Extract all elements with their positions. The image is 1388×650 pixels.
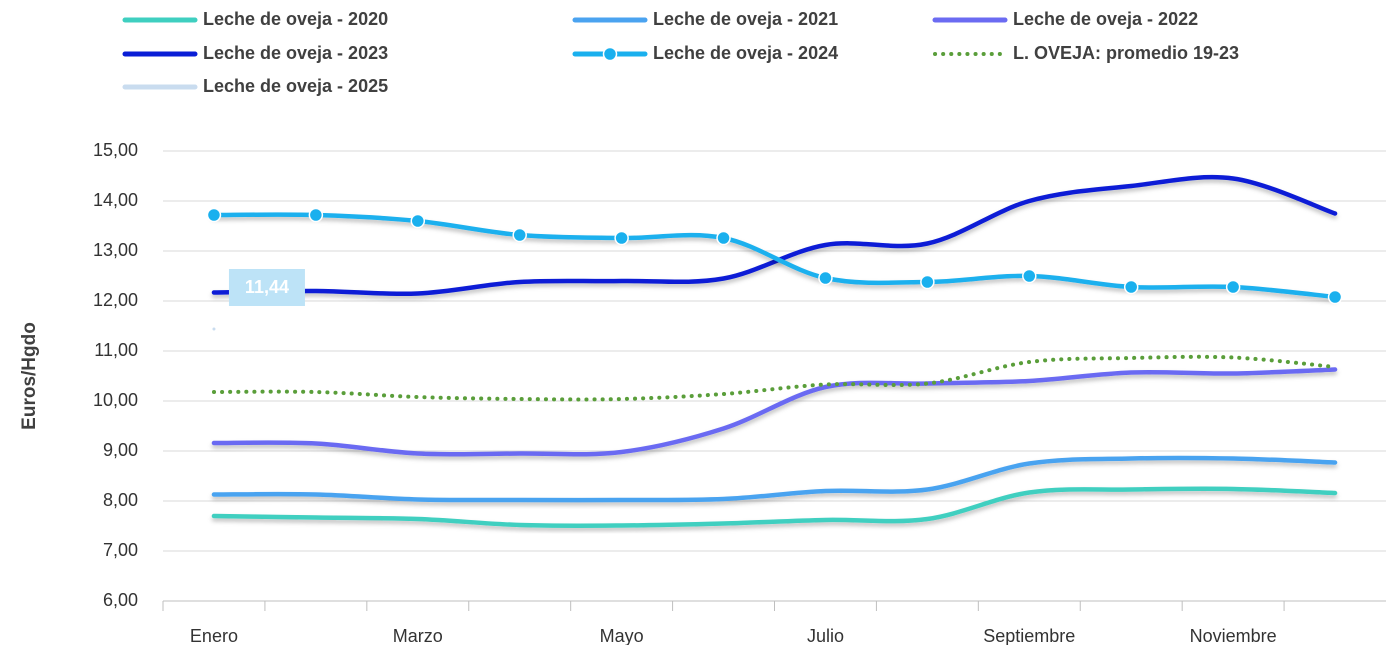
x-tick-label: Enero [190, 626, 238, 645]
legend-item: Leche de oveja - 2021 [572, 9, 838, 29]
series-line [211, 486, 1338, 529]
marker [1123, 279, 1139, 295]
legend-label: Leche de oveja - 2020 [203, 9, 388, 29]
legend-label: Leche de oveja - 2022 [1013, 9, 1198, 29]
marker [614, 230, 629, 246]
marker [818, 270, 833, 286]
y-tick-label: 11,00 [94, 340, 138, 360]
data-label-box [228, 269, 305, 306]
legend-item: Leche de oveja - 2020 [122, 9, 388, 29]
marker [716, 230, 731, 246]
x-tick-label: Noviembre [1190, 626, 1277, 645]
marker [920, 274, 935, 290]
y-tick-label: 6,00 [103, 590, 138, 610]
x-tick-label: Julio [807, 626, 844, 645]
marker [1327, 289, 1343, 305]
y-tick-label: 15,00 [93, 140, 138, 160]
series-line [211, 367, 1338, 457]
series-line [211, 455, 1338, 503]
legend-marker [602, 46, 618, 62]
marker [410, 213, 426, 229]
y-tick-label: 9,00 [103, 440, 138, 460]
x-tick-label: Mayo [600, 626, 644, 645]
marker [1022, 268, 1037, 284]
y-tick-label: 10,00 [93, 390, 138, 410]
marker [212, 327, 216, 331]
legend-item: Leche de oveja - 2024 [572, 43, 838, 63]
legend-label: Leche de oveja - 2024 [653, 43, 838, 63]
legend-item: Leche de oveja - 2025 [122, 76, 388, 96]
legend-label: Leche de oveja - 2025 [203, 76, 388, 96]
legend-label: Leche de oveja - 2023 [203, 43, 388, 63]
x-tick-label: Septiembre [983, 626, 1075, 645]
legend-label: Leche de oveja - 2021 [653, 9, 838, 29]
y-tick-label: 8,00 [103, 490, 138, 510]
legend-item: L. OVEJA: promedio 19-23 [933, 43, 1239, 63]
legend-item: Leche de oveja - 2022 [932, 9, 1198, 29]
marker [206, 207, 222, 223]
y-tick-label: 7,00 [103, 540, 138, 560]
marker [308, 207, 324, 223]
series-line [211, 174, 1338, 297]
y-tick-label: 12,00 [93, 290, 138, 310]
data-label: 11,44 [228, 269, 305, 306]
series-line [211, 354, 1338, 402]
y-tick-label: 14,00 [93, 190, 138, 210]
y-tick-label: 13,00 [93, 240, 138, 260]
series-line [211, 212, 1338, 300]
marker [1225, 279, 1241, 295]
x-tick-label: Marzo [393, 626, 443, 645]
marker [512, 227, 527, 243]
data-label-text: 11,44 [245, 277, 289, 297]
legend-label: L. OVEJA: promedio 19-23 [1013, 43, 1239, 63]
y-axis-label: Euros/Hgdo [19, 322, 40, 430]
legend-item: Leche de oveja - 2023 [122, 43, 388, 63]
